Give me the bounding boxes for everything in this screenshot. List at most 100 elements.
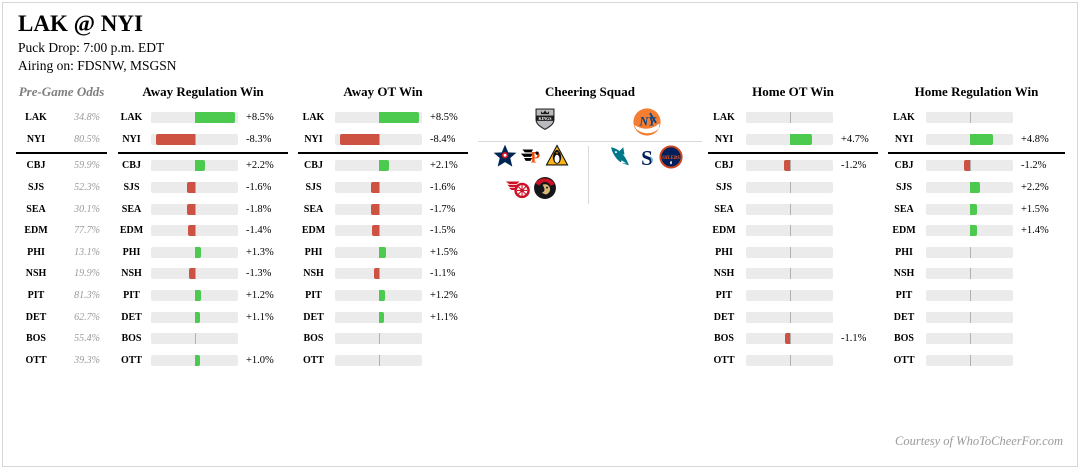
bar-row: NYI +4.7% bbox=[708, 129, 878, 151]
bar-row: PHI bbox=[708, 242, 878, 264]
bar-track bbox=[746, 333, 833, 345]
svg-text:S: S bbox=[641, 146, 653, 170]
team-label: OTT bbox=[25, 354, 47, 366]
kraken-s-logo: S bbox=[634, 144, 660, 170]
bar-row: PHI +1.3% bbox=[118, 242, 288, 264]
delta-bar bbox=[373, 268, 379, 280]
bar-row: SEA -1.7% bbox=[298, 198, 468, 220]
bar-track bbox=[926, 246, 1013, 258]
bar-track bbox=[335, 268, 422, 280]
bar-row: SJS +2.2% bbox=[888, 177, 1065, 199]
bar-track bbox=[926, 133, 1013, 145]
bar-track bbox=[746, 112, 833, 124]
svg-text:KINGS: KINGS bbox=[538, 116, 552, 121]
odds-row: BOS 55.4% bbox=[16, 328, 107, 350]
team-label: BOS bbox=[893, 333, 914, 345]
team-label: LAK bbox=[302, 112, 325, 124]
delta-value: +1.3% bbox=[246, 246, 274, 258]
bar-row: OTT bbox=[708, 350, 878, 372]
delta-value: -8.4% bbox=[430, 133, 456, 145]
bar-track bbox=[926, 354, 1013, 366]
pregame-odds-value: 59.9% bbox=[74, 160, 100, 172]
team-label: BOS bbox=[121, 333, 142, 345]
bar-row: PIT +1.2% bbox=[118, 285, 288, 307]
zero-line bbox=[969, 268, 971, 280]
zero-line bbox=[789, 246, 791, 258]
delta-value: +2.1% bbox=[430, 160, 458, 172]
bar-row: EDM -1.5% bbox=[298, 220, 468, 242]
team-label: OTT bbox=[302, 354, 325, 366]
zero-line bbox=[378, 203, 380, 215]
bar-row: EDM bbox=[708, 220, 878, 242]
bar-row: BOS bbox=[118, 328, 288, 350]
bar-row: PIT bbox=[888, 285, 1065, 307]
zero-line bbox=[378, 354, 380, 366]
delta-value: +1.5% bbox=[430, 246, 458, 258]
team-label: SJS bbox=[27, 182, 45, 194]
bar-track bbox=[335, 112, 422, 124]
pregame-odds-value: 13.1% bbox=[74, 246, 100, 258]
delta-bar bbox=[963, 160, 970, 172]
bar-track bbox=[151, 333, 238, 345]
bar-track bbox=[151, 182, 238, 194]
team-label: NSH bbox=[713, 268, 735, 280]
team-label: SJS bbox=[123, 182, 140, 194]
bar-track bbox=[746, 225, 833, 237]
zero-line bbox=[378, 268, 380, 280]
bar-row: PHI +1.5% bbox=[298, 242, 468, 264]
bar-row: EDM +1.4% bbox=[888, 220, 1065, 242]
odds-row: LAK 34.8% bbox=[16, 107, 107, 129]
delta-bar bbox=[378, 246, 386, 258]
odds-row: SEA 30.1% bbox=[16, 198, 107, 220]
home-regulation-win-column: Home Regulation Win LAK NYI +4.8% CBJ -1.2% S… bbox=[888, 84, 1065, 371]
team-label: DET bbox=[121, 311, 142, 323]
bar-track bbox=[335, 333, 422, 345]
zero-line bbox=[789, 268, 791, 280]
zero-line bbox=[194, 203, 196, 215]
team-label: PHI bbox=[895, 246, 913, 258]
team-label: NSH bbox=[121, 268, 142, 280]
zero-line bbox=[378, 333, 380, 345]
team-label: SEA bbox=[303, 203, 324, 215]
team-label: CBJ bbox=[714, 160, 734, 172]
delta-value: -1.5% bbox=[430, 225, 456, 237]
team-label: DET bbox=[713, 311, 735, 323]
pregame-odds-value: 52.3% bbox=[74, 182, 100, 194]
delta-value: -1.6% bbox=[246, 182, 272, 194]
zero-line bbox=[378, 133, 380, 145]
pregame-odds-value: 19.9% bbox=[74, 268, 100, 280]
ny-islanders-logo: NY bbox=[632, 107, 662, 137]
team-label: NSH bbox=[25, 268, 47, 280]
delta-value: +8.5% bbox=[430, 112, 458, 124]
pregame-odds-value: 81.3% bbox=[74, 290, 100, 302]
bar-track bbox=[151, 290, 238, 302]
team-label: NYI bbox=[894, 133, 914, 145]
team-label: LAK bbox=[893, 112, 915, 124]
zero-line bbox=[789, 333, 791, 345]
team-label: PHI bbox=[304, 246, 323, 258]
bar-track bbox=[335, 246, 422, 258]
senators-roman-logo bbox=[532, 175, 558, 201]
bar-track bbox=[151, 311, 238, 323]
team-label: SEA bbox=[121, 203, 142, 215]
delta-value: -1.7% bbox=[430, 203, 456, 215]
bar-row: NSH -1.3% bbox=[118, 263, 288, 285]
svg-text:P: P bbox=[531, 150, 540, 167]
bar-track bbox=[746, 160, 833, 172]
team-label: BOS bbox=[25, 333, 46, 345]
cheering-squad-vertical-divider bbox=[588, 146, 589, 204]
team-label: NYI bbox=[26, 133, 46, 145]
cheering-squad-column: Cheering Squad KINGS NY P S OILERS bbox=[478, 84, 702, 224]
game-header: LAK @ NYI Puck Drop: 7:00 p.m. EDT Airin… bbox=[18, 11, 177, 74]
pregame-odds-value: 34.8% bbox=[74, 112, 100, 124]
section-divider-line bbox=[298, 150, 468, 155]
bar-track bbox=[335, 354, 422, 366]
la-kings-shield-logo: KINGS bbox=[532, 105, 558, 131]
bar-track bbox=[926, 333, 1013, 345]
zero-line bbox=[378, 182, 380, 194]
delta-bar bbox=[194, 112, 235, 124]
delta-bar bbox=[378, 290, 385, 302]
bar-track bbox=[151, 268, 238, 280]
bar-row: OTT bbox=[298, 350, 468, 372]
team-label: SEA bbox=[714, 203, 734, 215]
